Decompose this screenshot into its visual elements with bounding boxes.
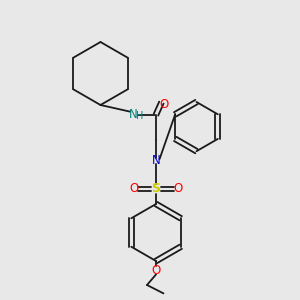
Text: S: S xyxy=(152,182,160,196)
Text: O: O xyxy=(152,264,160,277)
Text: H: H xyxy=(136,111,144,121)
Text: O: O xyxy=(130,182,139,196)
Text: N: N xyxy=(152,154,160,167)
Text: O: O xyxy=(160,98,169,112)
Text: O: O xyxy=(173,182,182,196)
Text: N: N xyxy=(129,108,138,121)
